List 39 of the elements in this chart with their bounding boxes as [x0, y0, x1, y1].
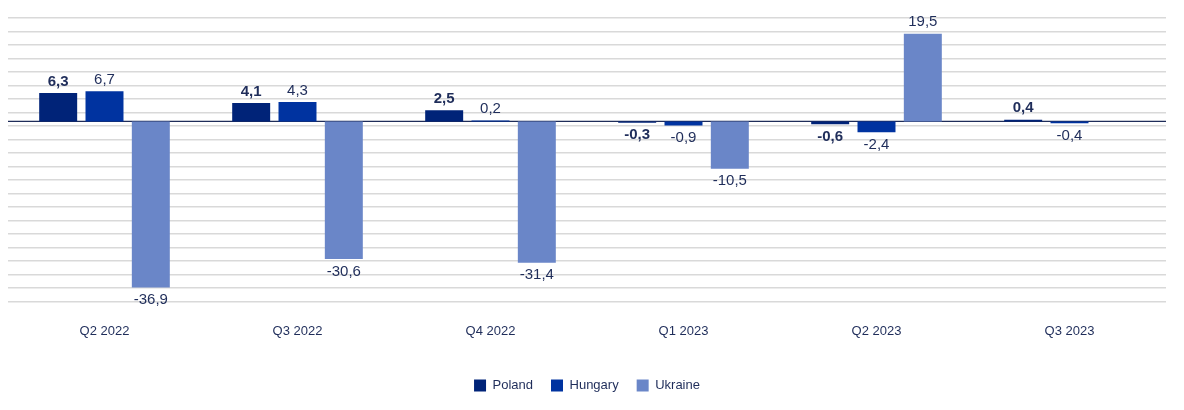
x-tick-label: Q3 2022 — [272, 322, 323, 338]
data-label: -30,6 — [326, 261, 361, 279]
data-label: 4,1 — [240, 81, 262, 99]
data-label: -2,4 — [863, 134, 890, 152]
bar — [324, 121, 363, 260]
data-label: -10,5 — [712, 171, 747, 189]
legend-label: Poland — [492, 377, 534, 393]
data-label: -0,3 — [624, 125, 651, 143]
bar — [664, 121, 703, 126]
data-label: 6,3 — [47, 71, 69, 89]
data-label: -36,9 — [133, 290, 168, 308]
bar — [903, 33, 942, 122]
x-tick-label: Q2 2023 — [851, 322, 902, 338]
data-label: 0,4 — [1012, 98, 1035, 116]
x-tick-label: Q3 2023 — [1044, 322, 1095, 338]
bar — [710, 121, 749, 169]
data-label: 0,2 — [480, 99, 501, 117]
data-label: 2,5 — [433, 88, 455, 106]
bar — [811, 121, 850, 125]
x-tick-label: Q4 2022 — [465, 322, 516, 338]
data-label: -0,4 — [1056, 125, 1083, 143]
legend-label: Ukraine — [655, 377, 700, 393]
x-tick-label: Q1 2023 — [658, 322, 709, 338]
x-tick-label: Q2 2022 — [79, 322, 130, 338]
data-label: -31,4 — [519, 265, 554, 283]
bar — [278, 102, 317, 122]
bar — [85, 91, 124, 122]
legend-label: Hungary — [569, 377, 620, 393]
data-label: -0,9 — [670, 128, 697, 146]
bar — [232, 103, 271, 122]
bar — [131, 121, 170, 288]
data-label: 4,3 — [287, 80, 308, 98]
bar — [517, 121, 556, 263]
data-label: 6,7 — [94, 69, 115, 87]
data-label: 19,5 — [908, 12, 938, 30]
bar — [857, 121, 896, 133]
bar — [425, 110, 464, 122]
bar — [39, 93, 78, 122]
data-label: -0,6 — [817, 126, 844, 144]
